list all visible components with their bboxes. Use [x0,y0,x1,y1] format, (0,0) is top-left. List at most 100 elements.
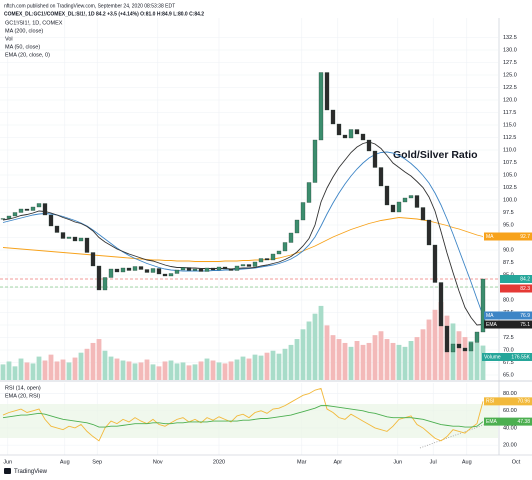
candle [474,331,480,343]
legend-entry: EMA (20, RSI) [5,393,40,399]
candle [198,268,204,272]
volume-bar [396,344,402,380]
candle [60,232,66,239]
volume-bar [348,346,354,380]
x-tick-label: Sep [92,459,102,465]
volume-bar [258,355,264,380]
candle [342,134,348,139]
y-tick-label: 127.5 [503,60,517,66]
volume-bar [234,359,240,380]
candle [348,129,354,139]
badge-value: 92.7 [520,234,530,240]
candle [360,133,366,141]
candle [72,236,78,242]
volume-bar [198,361,204,380]
ma-line [2,217,484,262]
y-tick-label: 60.00 [503,408,517,414]
candle [210,267,216,271]
brand: TradingView [14,469,48,475]
candle [432,244,438,283]
badge-label: MA [486,313,494,319]
publisher-line: nftch.com published on TradingView.com, … [4,3,175,9]
volume-bar [24,362,30,380]
candle [312,139,318,183]
x-tick-label: Mar [297,459,307,465]
candle [228,268,234,271]
volume-bar [102,350,108,380]
volume-bar [6,361,12,380]
candle [462,347,468,352]
volume-bar [84,348,90,380]
candle [12,212,18,217]
y-tick-label: 105.0 [503,172,517,178]
candle [258,258,264,263]
candle [270,253,276,261]
volume-bar [162,361,168,380]
volume-bar [414,337,420,380]
candle [300,202,306,221]
volume-bar [60,359,66,380]
x-tick-label: 2020 [213,459,225,465]
volume-bar [36,356,42,380]
candle [222,266,228,270]
volume-bar [432,309,438,380]
candle [96,265,102,291]
y-tick-label: 112.5 [503,135,516,141]
rsi-line [2,405,484,428]
volume-bar [318,305,324,380]
volume-bar [42,360,48,380]
y-tick-label: 87.5 [503,260,514,266]
candle [168,273,174,277]
badge [484,232,532,241]
x-tick-label: Apr [334,459,343,465]
candle [150,268,156,273]
candle [354,129,360,135]
volume-bar [324,325,330,380]
y-tick-label: 65.0 [503,372,514,378]
volume-bar [312,313,318,380]
candle [114,268,120,273]
volume-bar [402,346,408,380]
badge-value: 76.9 [520,313,530,319]
volume-bar [360,344,366,380]
candle [216,266,222,271]
volume-bar [66,362,72,380]
candle [162,273,168,277]
legend-entry: EMA (20, close, 0) [5,52,50,58]
badge-value: 70.96 [517,399,530,405]
candle [18,208,24,213]
y-tick-label: 100.0 [503,197,517,203]
volume-bar [168,360,174,380]
volume-bar [222,363,228,380]
candle [144,269,150,273]
legend-entry: MA (50, close) [5,44,40,50]
volume-bar [120,360,126,380]
candle [294,219,300,234]
candle [402,197,408,203]
volume-bar [18,358,24,380]
candle [264,258,270,261]
volume-bar [300,329,306,380]
rsi-line [2,387,484,442]
y-tick-label: 110.0 [503,147,516,153]
y-tick-label: 90.0 [503,247,514,253]
volume-bar [366,342,372,380]
badge [482,353,532,361]
volume-bar [306,321,312,380]
y-tick-label: 67.5 [503,360,514,366]
volume-bar [426,319,432,380]
candle [30,206,36,211]
volume-bar [276,353,282,380]
volume-bar [204,358,210,380]
y-tick-label: 20.00 [503,443,517,449]
badge-label: RSI [486,399,494,405]
candle [318,72,324,141]
candle [24,208,30,211]
volume-bar [156,366,162,380]
candle [384,185,390,206]
footer: TradingView [4,468,48,475]
x-tick-label: Nov [153,459,163,465]
badge [500,275,532,283]
volume-bar [246,358,252,380]
